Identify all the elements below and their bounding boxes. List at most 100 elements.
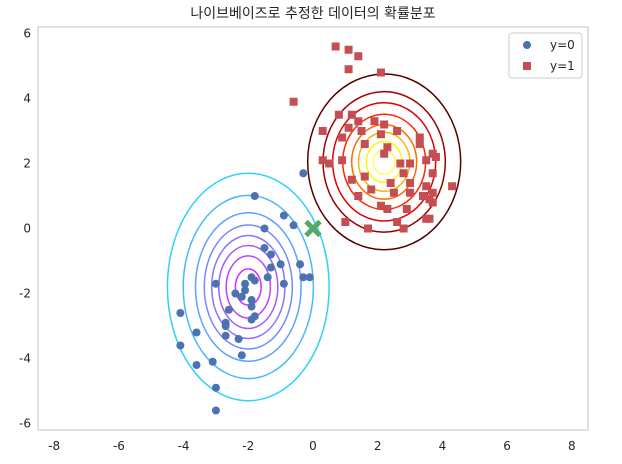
- point-y-1: [338, 133, 347, 142]
- y-tick-label: -6: [19, 417, 31, 431]
- contours-layer: [166, 73, 462, 402]
- point-y-1: [415, 133, 424, 142]
- point-y-1: [289, 97, 298, 106]
- x-tick-label: 6: [503, 439, 511, 453]
- point-y-0: [260, 244, 269, 252]
- point-y-1: [383, 143, 392, 152]
- point-y-1: [344, 123, 353, 132]
- x-tick-label: 8: [568, 439, 576, 453]
- point-y-0: [247, 315, 256, 324]
- point-y-0: [221, 331, 230, 340]
- point-y-0: [221, 322, 230, 330]
- point-y-1: [396, 159, 405, 168]
- point-y-1: [354, 117, 363, 126]
- point-y-0: [247, 296, 256, 304]
- point-y-0: [231, 289, 240, 298]
- point-y-0: [241, 286, 250, 295]
- point-y-0: [250, 192, 259, 200]
- x-tick-label: 2: [374, 439, 382, 453]
- point-y-1: [334, 110, 343, 119]
- legend-label: y=0: [550, 38, 575, 52]
- legend: y=0 y=1: [508, 32, 583, 79]
- point-y-1: [354, 192, 363, 200]
- point-y-0: [234, 335, 243, 343]
- point-y-1: [428, 198, 437, 207]
- point-y-1: [354, 52, 363, 61]
- point-y-0: [289, 221, 298, 230]
- point-y-0: [299, 273, 308, 282]
- contour-line: [166, 172, 330, 402]
- contour-line: [194, 211, 302, 363]
- point-y-0: [260, 224, 269, 233]
- point-y-0: [224, 305, 233, 314]
- point-y-1: [383, 205, 392, 213]
- point-y-1: [428, 188, 437, 197]
- point-y-1: [376, 130, 385, 139]
- point-y-0: [192, 361, 201, 369]
- point-y-1: [402, 205, 411, 213]
- y-tick-label: 2: [23, 157, 31, 171]
- point-y-0: [305, 273, 314, 282]
- point-y-0: [266, 250, 275, 259]
- point-y-1: [431, 153, 440, 161]
- point-y-1: [428, 169, 437, 178]
- point-y-0: [279, 279, 288, 288]
- point-y-1: [386, 179, 395, 187]
- point-y-1: [448, 182, 457, 191]
- legend-marker: [523, 41, 531, 49]
- contour-line: [218, 244, 279, 330]
- point-y-1: [380, 149, 389, 158]
- point-y-1: [406, 159, 415, 168]
- point-y-1: [360, 140, 369, 148]
- point-y-1: [422, 156, 431, 165]
- point-y-1: [389, 188, 398, 197]
- point-y-0: [237, 351, 246, 360]
- x-tick-label: -4: [178, 439, 190, 453]
- point-y-0: [296, 260, 305, 269]
- point-y-1: [425, 214, 434, 223]
- point-y-0: [279, 211, 288, 220]
- point-y-1: [393, 127, 402, 135]
- point-y-1: [360, 172, 369, 181]
- point-y-1: [347, 110, 356, 119]
- point-y-1: [406, 179, 415, 187]
- point-y-1: [419, 192, 427, 200]
- y-tick-label: -2: [19, 287, 31, 301]
- point-y-1: [325, 159, 334, 168]
- point-y-1: [376, 201, 385, 210]
- point-y-1: [344, 65, 353, 74]
- point-y-0: [211, 279, 220, 288]
- point-y-1: [367, 185, 376, 194]
- x-tick-label: 0: [309, 439, 317, 453]
- query-point-marker: [304, 219, 322, 238]
- legend-label: y=1: [550, 59, 575, 73]
- point-y-0: [176, 309, 185, 317]
- x-tick-label: -6: [113, 439, 125, 453]
- point-y-1: [415, 140, 424, 148]
- x-tick-label: -2: [242, 439, 254, 453]
- points-layer: [176, 42, 457, 415]
- point-y-1: [318, 127, 327, 135]
- point-y-1: [399, 224, 408, 233]
- point-y-1: [338, 156, 347, 165]
- point-y-0: [241, 279, 250, 288]
- point-y-1: [393, 218, 402, 226]
- y-tick-label: 6: [23, 27, 31, 41]
- point-y-0: [266, 263, 275, 272]
- x-tick-label: 4: [439, 439, 447, 453]
- point-y-1: [399, 169, 408, 178]
- y-tick-label: -4: [19, 352, 31, 366]
- legend-marker: [523, 62, 531, 70]
- point-y-0: [299, 169, 308, 178]
- point-y-1: [347, 175, 356, 184]
- point-y-1: [422, 182, 431, 191]
- contour-line: [182, 194, 315, 380]
- contour-line: [203, 224, 294, 350]
- x-tick-label: -8: [48, 439, 60, 453]
- point-y-1: [331, 42, 340, 51]
- point-y-1: [370, 117, 379, 126]
- point-y-0: [247, 302, 256, 311]
- point-y-1: [318, 156, 327, 165]
- point-y-1: [357, 127, 366, 135]
